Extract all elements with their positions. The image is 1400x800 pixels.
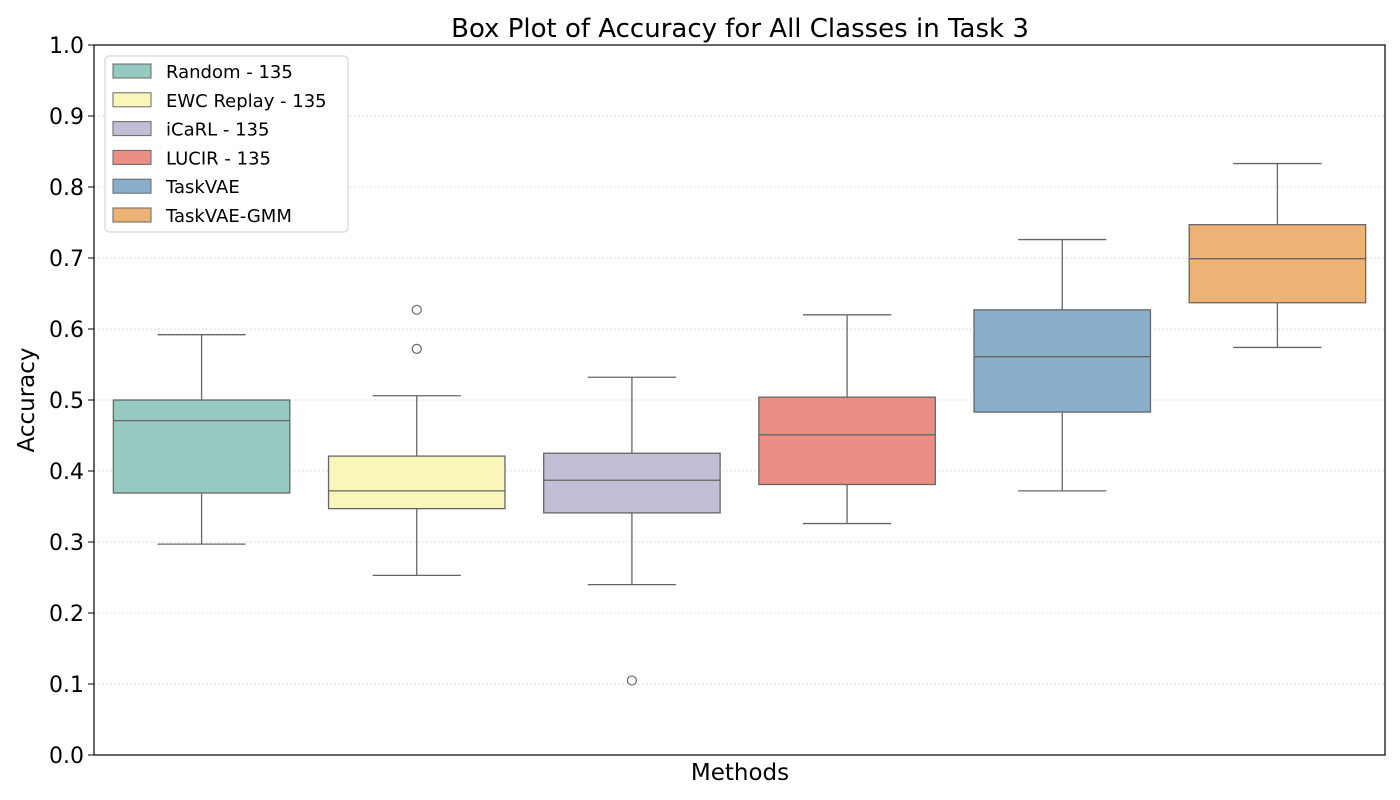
box-group: [1188, 162, 1367, 349]
legend-swatch: [112, 207, 152, 223]
y-tick-label: 0.8: [49, 176, 84, 201]
chart-title: Box Plot of Accuracy for All Classes in …: [451, 14, 1029, 44]
legend-swatch: [112, 92, 152, 108]
legend-label: LUCIR - 135: [166, 148, 271, 169]
y-tick-label: 0.7: [49, 247, 84, 272]
grid-lines: [94, 115, 1385, 685]
y-tick-label: 0.3: [49, 531, 84, 556]
legend-frame: [104, 55, 349, 233]
y-tick-label: 0.4: [49, 460, 84, 485]
y-tick-label: 0.0: [49, 744, 84, 769]
legend-swatch: [112, 121, 152, 137]
legend: Random - 135 EWC Replay - 135 iCaRL - 135 L…: [104, 55, 349, 233]
box-group: [973, 238, 1152, 492]
box-group: [543, 376, 721, 686]
legend-label: EWC Replay - 135: [166, 91, 327, 112]
box-iqr: [112, 399, 291, 494]
y-tick-label: 0.1: [49, 673, 84, 698]
boxes: [112, 162, 1367, 686]
box-outlier: [411, 343, 422, 354]
box-iqr: [758, 396, 936, 486]
legend-label: Random - 135: [166, 62, 293, 83]
box-group: [758, 314, 936, 525]
y-tick-label: 0.5: [49, 389, 84, 414]
y-tick-label: 0.6: [49, 318, 84, 343]
y-axis-ticks: 0.0 0.1 0.2 0.3 0.4 0.5 0.6 0.7 0.8 0.9 1.0: [49, 34, 94, 769]
box-group: [327, 304, 506, 577]
legend-swatch: [112, 178, 152, 194]
box-iqr: [1188, 223, 1367, 304]
legend-swatch: [112, 63, 152, 79]
box-outlier: [626, 675, 638, 686]
y-axis-label: Accuracy: [14, 347, 40, 452]
y-tick-label: 1.0: [49, 34, 84, 59]
legend-label: iCaRL - 135: [166, 120, 269, 141]
legend-label: TaskVAE-GMM: [165, 206, 292, 227]
box-iqr: [543, 452, 721, 514]
box-iqr: [327, 455, 506, 510]
box-iqr: [973, 309, 1152, 413]
legend-swatch: [112, 149, 152, 165]
y-tick-label: 0.9: [49, 105, 84, 130]
box-outlier: [411, 304, 422, 315]
legend-label: TaskVAE: [165, 177, 240, 198]
x-axis-label: Methods: [691, 760, 789, 786]
y-tick-label: 0.2: [49, 602, 84, 627]
box-group: [112, 334, 291, 545]
